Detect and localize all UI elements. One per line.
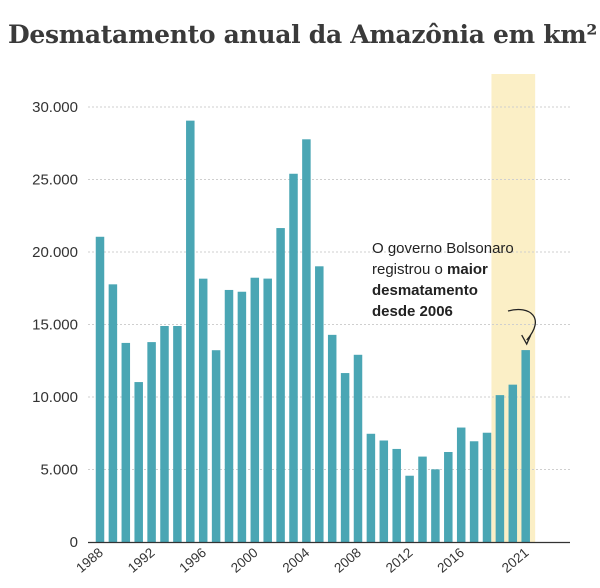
annotation-line-4-bold: desde 2006 [372, 303, 453, 320]
x-tick-label: 2004 [280, 545, 313, 576]
x-tick-label: 2021 [499, 545, 532, 576]
x-tick-label: 2008 [331, 545, 364, 576]
bar-2018 [482, 432, 492, 542]
bar-2006 [327, 334, 337, 542]
x-tick-label: 1992 [125, 545, 158, 576]
bar-1989 [108, 284, 118, 542]
bar-2016 [456, 427, 466, 542]
bar-2002 [276, 228, 285, 543]
x-tick-label: 1988 [73, 545, 106, 576]
annotation-line-4: desde 2006 [372, 301, 514, 322]
bar-2015 [444, 451, 453, 542]
bar-2017 [469, 441, 479, 542]
y-tick-label: 25.000 [32, 172, 78, 189]
bar-2008 [353, 354, 363, 542]
bar-2021 [521, 350, 530, 542]
annotation-arrowhead [521, 334, 532, 346]
bar-1994 [173, 326, 182, 542]
annotation-line-2-bold: maior [447, 261, 488, 278]
bar-2014 [431, 469, 440, 542]
y-tick-label: 30.000 [32, 99, 78, 116]
bar-1993 [160, 326, 169, 542]
y-tick-label: 5.000 [40, 462, 78, 479]
bar-1997 [211, 350, 221, 542]
bar-2005 [315, 266, 324, 542]
x-tick-label: 1996 [176, 545, 209, 576]
bar-2007 [340, 373, 350, 542]
bar-1999 [237, 291, 247, 542]
x-tick-label: 2000 [228, 545, 261, 576]
y-tick-label: 15.000 [32, 317, 78, 334]
bar-2009 [366, 433, 376, 542]
bar-1996 [198, 278, 208, 542]
annotation-line-1: O governo Bolsonaro [372, 240, 514, 257]
bar-2010 [379, 440, 389, 542]
chart-title: Desmatamento anual da Amazônia em km² [8, 20, 598, 49]
bar-2011 [392, 448, 401, 542]
bar-1991 [134, 382, 143, 542]
bar-2000 [250, 277, 260, 542]
annotation-line-3-bold: desmatamento [372, 282, 478, 299]
x-tick-label: 2016 [434, 545, 467, 576]
bar-1988 [95, 236, 105, 542]
x-tick-label: 2012 [383, 545, 416, 576]
annotation-text: O governo Bolsonaro registrou o maior de… [372, 238, 514, 322]
annotation-line-2-text: registrou o [372, 261, 448, 278]
annotation-arrow [507, 309, 536, 341]
annotation-line-2: registrou o maior [372, 259, 514, 280]
bar-2004 [302, 139, 311, 542]
annotation-line-3: desmatamento [372, 280, 514, 301]
bar-1992 [147, 342, 156, 542]
bar-1998 [224, 289, 234, 542]
y-tick-label: 10.000 [32, 389, 78, 406]
bar-2003 [289, 173, 298, 542]
bar-2019 [495, 395, 505, 542]
bar-2020 [508, 384, 518, 542]
y-tick-label: 20.000 [32, 244, 78, 261]
bar-2012 [405, 475, 414, 542]
bar-2001 [263, 278, 272, 542]
bar-1990 [121, 342, 131, 542]
y-tick-label: 0 [70, 534, 78, 551]
bar-2013 [418, 456, 427, 542]
bar-1995 [186, 120, 195, 542]
